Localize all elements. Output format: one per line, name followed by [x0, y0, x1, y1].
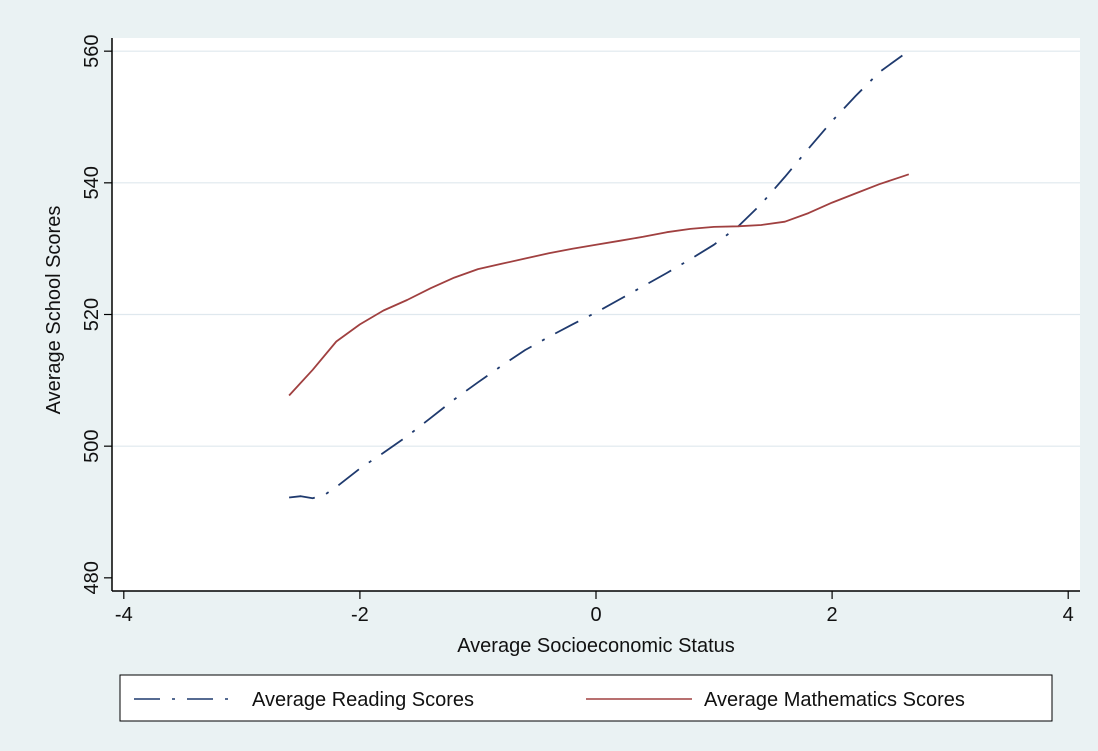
x-axis-title: Average Socioeconomic Status	[457, 635, 735, 657]
legend-label-mathematics: Average Mathematics Scores	[704, 689, 965, 711]
y-ticks: 480 500 520 540 560	[81, 34, 112, 595]
x-tick-label: -2	[351, 604, 369, 626]
legend-box	[119, 674, 1053, 722]
y-tick-label: 560	[81, 34, 103, 67]
legend: Average Reading Scores Average Mathemati…	[119, 674, 1053, 722]
y-tick-label: 520	[81, 298, 103, 331]
y-tick-label: 540	[81, 166, 103, 199]
y-tick-label: 480	[81, 561, 103, 594]
grid-lines	[112, 50, 1080, 447]
x-tick-label: 2	[827, 604, 838, 626]
legend-label-reading: Average Reading Scores	[252, 689, 474, 711]
series-line-0	[289, 51, 910, 500]
series-line-1	[288, 173, 910, 397]
x-tick-label: -4	[115, 604, 133, 626]
x-tick-label: 4	[1063, 604, 1074, 626]
y-axis-title: Average School Scores	[43, 206, 65, 415]
y-tick-label: 500	[81, 429, 103, 462]
series-lines	[288, 51, 910, 500]
x-tick-label: 0	[590, 604, 601, 626]
x-ticks: -4 -2 0 2 4	[115, 591, 1074, 626]
